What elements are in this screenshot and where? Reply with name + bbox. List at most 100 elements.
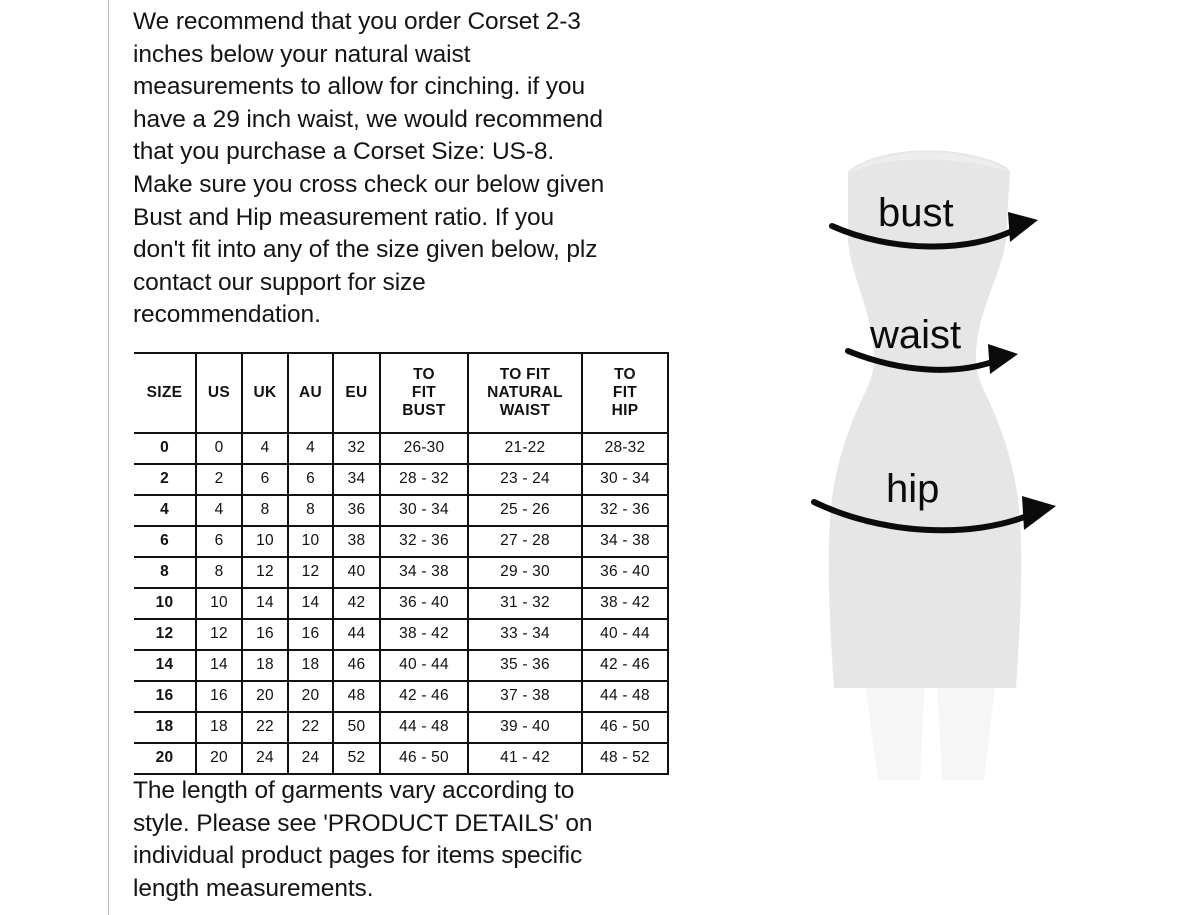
- table-cell: 26-30: [379, 432, 468, 465]
- table-cell: 28 - 32: [379, 463, 468, 496]
- table-row: 8 8 12 12 40 34 - 38 29 - 30 36 - 40: [134, 556, 669, 589]
- column-header-eu: EU: [332, 352, 380, 434]
- size-chart-table: SIZE US UK AU EU TO FIT BUST TO FIT NATU…: [134, 352, 669, 775]
- table-cell: 16: [241, 618, 288, 651]
- table-cell: 37 - 38: [467, 680, 582, 713]
- size-chart-container: SIZE US UK AU EU TO FIT BUST TO FIT NATU…: [134, 352, 669, 775]
- table-cell: 36 - 40: [581, 556, 669, 589]
- table-cell: 6: [241, 463, 288, 496]
- legs-shape: [862, 660, 998, 780]
- table-cell: 10: [241, 525, 288, 558]
- table-cell: 22: [241, 711, 288, 744]
- body-measurement-diagram: bust waist hip: [770, 120, 1110, 800]
- table-cell: 16: [287, 618, 333, 651]
- table-cell: 38 - 42: [581, 587, 669, 620]
- table-row: 4 4 8 8 36 30 - 34 25 - 26 32 - 36: [134, 494, 669, 527]
- table-cell: 32 - 36: [581, 494, 669, 527]
- table-cell: 4: [134, 494, 196, 527]
- table-cell: 44 - 48: [379, 711, 468, 744]
- table-cell: 8: [195, 556, 242, 589]
- table-header-row: SIZE US UK AU EU TO FIT BUST TO FIT NATU…: [134, 352, 669, 434]
- table-cell: 8: [287, 494, 333, 527]
- table-cell: 40 - 44: [581, 618, 669, 651]
- table-cell: 14: [195, 649, 242, 682]
- table-cell: 14: [134, 649, 196, 682]
- table-cell: 30 - 34: [581, 463, 669, 496]
- table-cell: 28-32: [581, 432, 669, 465]
- table-cell: 46: [332, 649, 380, 682]
- waist-label: waist: [869, 313, 961, 357]
- table-cell: 44 - 48: [581, 680, 669, 713]
- torso-silhouette: [828, 150, 1022, 688]
- footer-text-column: The length of garments vary according to…: [133, 775, 681, 905]
- table-cell: 29 - 30: [467, 556, 582, 589]
- table-cell: 48 - 52: [581, 742, 669, 775]
- table-cell: 20: [134, 742, 196, 775]
- table-row: 16 16 20 20 48 42 - 46 37 - 38 44 - 48: [134, 680, 669, 713]
- table-cell: 10: [287, 525, 333, 558]
- table-cell: 44: [332, 618, 380, 651]
- table-cell: 25 - 26: [467, 494, 582, 527]
- table-cell: 16: [134, 680, 196, 713]
- table-cell: 0: [134, 432, 196, 465]
- bust-label: bust: [878, 191, 954, 235]
- table-cell: 46 - 50: [581, 711, 669, 744]
- column-header-hip: TO FIT HIP: [581, 352, 669, 434]
- table-cell: 2: [195, 463, 242, 496]
- table-cell: 32 - 36: [379, 525, 468, 558]
- table-cell: 20: [241, 680, 288, 713]
- table-cell: 12: [134, 618, 196, 651]
- table-cell: 12: [287, 556, 333, 589]
- column-header-au: AU: [287, 352, 333, 434]
- table-cell: 6: [134, 525, 196, 558]
- table-cell: 10: [195, 587, 242, 620]
- page-gutter-rule: [108, 0, 109, 915]
- table-cell: 46 - 50: [379, 742, 468, 775]
- table-cell: 6: [287, 463, 333, 496]
- table-row: 10 10 14 14 42 36 - 40 31 - 32 38 - 42: [134, 587, 669, 620]
- column-header-us: US: [195, 352, 242, 434]
- table-cell: 2: [134, 463, 196, 496]
- table-cell: 23 - 24: [467, 463, 582, 496]
- table-cell: 34 - 38: [581, 525, 669, 558]
- table-cell: 18: [287, 649, 333, 682]
- hip-measurement-arrow: [811, 496, 1056, 534]
- table-cell: 14: [241, 587, 288, 620]
- table-cell: 12: [241, 556, 288, 589]
- table-row: 18 18 22 22 50 44 - 48 39 - 40 46 - 50: [134, 711, 669, 744]
- column-header-bust: TO FIT BUST: [379, 352, 468, 434]
- intro-paragraph: We recommend that you order Corset 2-3 i…: [133, 8, 605, 329]
- table-cell: 8: [241, 494, 288, 527]
- column-header-size: SIZE: [134, 352, 196, 434]
- text-column: We recommend that you order Corset 2-3 i…: [133, 0, 681, 332]
- table-cell: 24: [287, 742, 333, 775]
- table-row: 14 14 18 18 46 40 - 44 35 - 36 42 - 46: [134, 649, 669, 682]
- column-header-waist: TO FIT NATURAL WAIST: [467, 352, 582, 434]
- table-cell: 50: [332, 711, 380, 744]
- table-row: 20 20 24 24 52 46 - 50 41 - 42 48 - 52: [134, 742, 669, 775]
- table-cell: 40 - 44: [379, 649, 468, 682]
- table-body: 0 0 4 4 32 26-30 21-22 28-32 2 2 6 6 34 28 - 32 23 - 2…: [134, 432, 669, 775]
- table-cell: 31 - 32: [467, 587, 582, 620]
- table-cell: 14: [287, 587, 333, 620]
- table-cell: 42 - 46: [581, 649, 669, 682]
- table-cell: 21-22: [467, 432, 582, 465]
- table-cell: 27 - 28: [467, 525, 582, 558]
- table-cell: 18: [134, 711, 196, 744]
- table-cell: 4: [195, 494, 242, 527]
- table-row: 2 2 6 6 34 28 - 32 23 - 24 30 - 34: [134, 463, 669, 496]
- table-cell: 8: [134, 556, 196, 589]
- table-row: 12 12 16 16 44 38 - 42 33 - 34 40 - 44: [134, 618, 669, 651]
- hip-label: hip: [886, 467, 939, 511]
- table-cell: 35 - 36: [467, 649, 582, 682]
- table-cell: 16: [195, 680, 242, 713]
- table-cell: 10: [134, 587, 196, 620]
- table-cell: 0: [195, 432, 242, 465]
- table-cell: 40: [332, 556, 380, 589]
- table-cell: 20: [287, 680, 333, 713]
- footer-paragraph: The length of garments vary according to…: [133, 777, 593, 902]
- table-cell: 38: [332, 525, 380, 558]
- table-cell: 34 - 38: [379, 556, 468, 589]
- table-cell: 4: [287, 432, 333, 465]
- table-row: 6 6 10 10 38 32 - 36 27 - 28 34 - 38: [134, 525, 669, 558]
